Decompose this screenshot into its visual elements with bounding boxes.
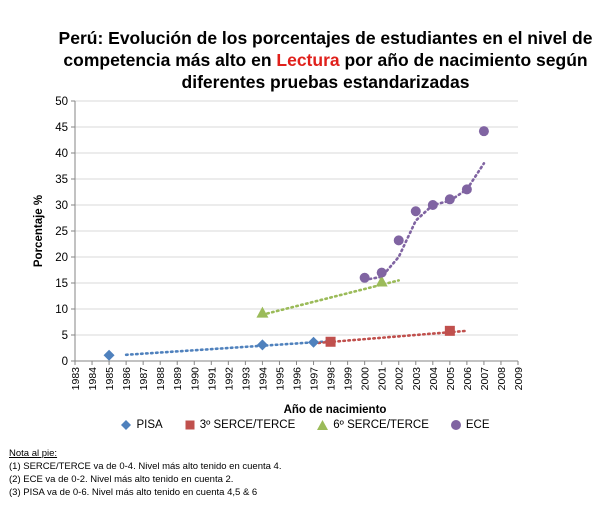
x-tick-label: 2003 bbox=[411, 367, 423, 391]
legend-label-serce3: 3º SERCE/TERCE bbox=[199, 419, 296, 431]
x-tick-labels: 1983 1984 1985 1986 1987 1988 1989 1990 1991 1992… bbox=[70, 367, 525, 391]
footnotes: Nota al pie: (1) SERCE/TERCE va de 0-4. … bbox=[9, 447, 281, 499]
x-tick-label: 1993 bbox=[240, 367, 252, 391]
legend: PISA 3º SERCE/TERCE 6º SERCE/TERCE ECE bbox=[0, 419, 611, 431]
y-tick-label: 35 bbox=[55, 174, 68, 186]
point-triangle bbox=[256, 306, 269, 318]
x-tick-label: 1995 bbox=[274, 367, 286, 391]
chart-title-line-2-pre: competencia más alto en bbox=[63, 50, 277, 70]
axes bbox=[71, 100, 519, 365]
chart-title-line-3: diferentes pruebas estandarizadas bbox=[181, 72, 470, 92]
y-tick-label: 20 bbox=[55, 252, 68, 264]
square-marker-icon bbox=[185, 420, 195, 430]
x-tick-label: 1997 bbox=[309, 367, 321, 391]
x-tick-label: 1991 bbox=[206, 367, 218, 391]
point-triangle bbox=[375, 275, 388, 287]
x-tick-label: 2009 bbox=[513, 367, 525, 391]
triangle-marker-icon bbox=[317, 420, 329, 430]
x-tick-label: 1988 bbox=[155, 367, 167, 391]
legend-label-serce6: 6º SERCE/TERCE bbox=[333, 419, 429, 431]
point-square bbox=[444, 325, 455, 336]
trendline-series-3 bbox=[363, 162, 486, 282]
x-tick-label: 2007 bbox=[479, 367, 491, 391]
x-tick-label: 1986 bbox=[121, 367, 133, 391]
point-circle bbox=[444, 194, 455, 205]
x-tick-label: 1987 bbox=[138, 367, 150, 391]
trendline-series-1 bbox=[312, 329, 469, 345]
x-tick-label: 1990 bbox=[189, 367, 201, 391]
legend-label-pisa: PISA bbox=[136, 419, 163, 431]
y-tick-labels: 0 5 10 15 20 25 30 35 40 45 50 bbox=[55, 96, 68, 368]
y-tick-label: 25 bbox=[55, 226, 68, 238]
trendline-series-0 bbox=[124, 339, 332, 357]
x-tick-label: 1983 bbox=[70, 367, 82, 391]
x-tick-label: 2002 bbox=[394, 367, 406, 391]
x-tick-label: 1994 bbox=[257, 367, 269, 391]
x-tick-label: 1989 bbox=[172, 367, 184, 391]
legend-label-ece: ECE bbox=[465, 419, 490, 431]
x-tick-label: 2000 bbox=[360, 367, 372, 391]
footnote-line-3: (3) PISA va de 0-6. Nivel más alto tenid… bbox=[9, 487, 258, 498]
chart-title-line-2-post: por año de nacimiento según bbox=[339, 50, 588, 70]
point-circle bbox=[359, 272, 370, 283]
y-tick-label: 40 bbox=[55, 148, 68, 160]
x-tick-label: 1992 bbox=[223, 367, 235, 391]
x-tick-label: 1996 bbox=[292, 367, 304, 391]
legend-item-pisa: PISA bbox=[121, 419, 163, 431]
x-tick-label: 2008 bbox=[496, 367, 508, 391]
legend-item-serce3: 3º SERCE/TERCE bbox=[185, 419, 296, 431]
x-tick-label: 2005 bbox=[445, 367, 457, 391]
point-circle bbox=[478, 126, 489, 137]
point-circle bbox=[393, 235, 404, 246]
footnote-line-2: (2) ECE va de 0-2. Nivel más alto tenido… bbox=[9, 474, 234, 485]
chart-title-highlight: Lectura bbox=[276, 50, 340, 70]
legend-item-serce6: 6º SERCE/TERCE bbox=[317, 419, 429, 431]
chart-title-line-1: Perú: Evolución de los porcentajes de es… bbox=[58, 28, 593, 48]
trendlines bbox=[124, 162, 486, 357]
point-square bbox=[325, 336, 336, 347]
y-tick-label: 50 bbox=[55, 96, 68, 108]
x-tick-label: 1985 bbox=[104, 367, 116, 391]
diamond-marker-icon bbox=[121, 420, 132, 430]
chart-title: Perú: Evolución de los porcentajes de es… bbox=[40, 27, 611, 93]
gridlines bbox=[75, 100, 518, 336]
y-axis-label: Porcentaje % bbox=[33, 195, 45, 267]
footnote-title: Nota al pie: bbox=[9, 448, 58, 459]
point-diamond bbox=[103, 349, 115, 361]
y-tick-label: 30 bbox=[55, 200, 68, 212]
legend-item-ece: ECE bbox=[450, 419, 490, 431]
x-tick-label: 2004 bbox=[428, 367, 440, 391]
y-tick-label: 45 bbox=[55, 122, 68, 134]
x-tick-label: 1999 bbox=[343, 367, 355, 391]
y-tick-label: 10 bbox=[55, 304, 68, 316]
point-circle bbox=[427, 200, 438, 210]
y-tick-label: 15 bbox=[55, 278, 68, 290]
x-axis-label: Año de nacimiento bbox=[284, 404, 387, 416]
x-tick-label: 2006 bbox=[462, 367, 474, 391]
x-tick-label: 1984 bbox=[87, 367, 99, 391]
data-points bbox=[103, 126, 489, 361]
point-circle bbox=[461, 184, 472, 195]
point-diamond bbox=[308, 336, 320, 348]
y-tick-label: 0 bbox=[62, 356, 68, 368]
circle-marker-icon bbox=[450, 420, 461, 430]
chart-title-line-2: competencia más alto en Lectura por año … bbox=[40, 49, 611, 71]
point-circle bbox=[410, 206, 421, 217]
y-tick-label: 5 bbox=[62, 330, 68, 342]
footnote-line-1: (1) SERCE/TERCE va de 0-4. Nivel más alt… bbox=[9, 461, 282, 472]
x-tick-label: 1998 bbox=[326, 367, 338, 391]
point-circle bbox=[376, 267, 387, 278]
x-tick-label: 2001 bbox=[377, 367, 389, 391]
point-diamond bbox=[256, 339, 268, 351]
